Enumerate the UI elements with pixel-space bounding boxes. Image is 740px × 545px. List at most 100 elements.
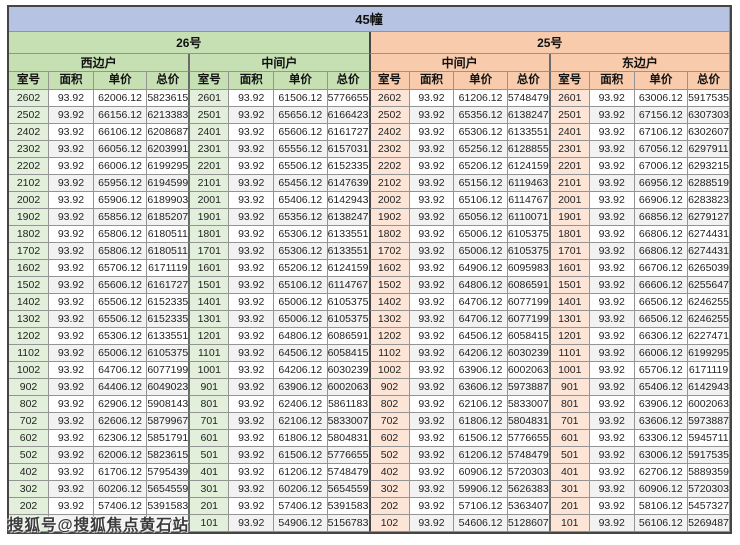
total-price-cell: 5861183 (327, 396, 370, 413)
total-price-cell: 6058415 (507, 328, 550, 345)
total-price-cell: 6265039 (688, 260, 730, 277)
area-cell: 93.92 (49, 396, 94, 413)
unit-price-cell: 64206.12 (454, 345, 508, 362)
area-cell: 93.92 (229, 515, 275, 532)
unit-price-cell: 60906.12 (454, 464, 508, 481)
total-price-cell: 5945711 (688, 430, 730, 447)
total-price-cell: 6166423 (327, 107, 370, 124)
room-cell: 2301 (548, 141, 590, 158)
column-header-3: 总价 (688, 72, 730, 90)
area-cell: 93.92 (49, 413, 94, 430)
room-cell: 802 (9, 396, 50, 413)
total-price-cell: 6138247 (327, 209, 370, 226)
unit-price-cell: 66506.12 (634, 294, 689, 311)
room-cell: 2302 (368, 141, 410, 158)
total-price-cell: 6077199 (507, 311, 550, 328)
total-price-cell: 6213383 (147, 107, 190, 124)
room-cell: 2001 (188, 192, 230, 209)
unit-price-cell: 62006.12 (93, 447, 148, 464)
area-cell: 93.92 (409, 260, 455, 277)
total-price-cell: 5917535 (688, 90, 730, 107)
unit-price-cell: 65106.12 (274, 277, 328, 294)
area-cell: 93.92 (49, 294, 94, 311)
sohu-watermark: 搜狐号@搜狐焦点黄石站 (8, 517, 190, 534)
area-cell: 93.92 (229, 260, 275, 277)
room-cell: 1001 (548, 362, 590, 379)
room-cell: 402 (9, 464, 50, 481)
room-cell: 1501 (188, 277, 230, 294)
total-price-cell: 6189903 (147, 192, 190, 209)
total-price-cell: 5804831 (507, 413, 550, 430)
unit-price-cell: 65306.12 (274, 226, 328, 243)
room-cell (9, 515, 50, 532)
room-cell: 1501 (548, 277, 590, 294)
room-cell: 1702 (368, 243, 410, 260)
unit-header-26-west: 西边户 (9, 54, 190, 72)
area-cell: 93.92 (229, 209, 275, 226)
unit-price-cell: 61206.12 (454, 447, 508, 464)
unit-price-cell: 61806.12 (274, 430, 328, 447)
unit-price-cell: 65706.12 (634, 362, 689, 379)
area-cell: 93.92 (589, 430, 635, 447)
unit-price-cell: 63606.12 (634, 413, 689, 430)
unit-price-cell: 61506.12 (274, 447, 328, 464)
room-cell: 401 (188, 464, 230, 481)
area-cell: 93.92 (229, 243, 275, 260)
room-cell: 602 (9, 430, 50, 447)
total-price-cell: 5626383 (507, 481, 550, 498)
area-cell: 93.92 (229, 90, 275, 107)
area-cell: 93.92 (409, 277, 455, 294)
unit-price-cell: 64706.12 (454, 294, 508, 311)
room-cell: 2102 (368, 175, 410, 192)
room-cell: 2201 (188, 158, 230, 175)
total-price-cell: 6152335 (327, 158, 370, 175)
area-cell: 93.92 (589, 175, 635, 192)
unit-price-cell: 63906.12 (454, 362, 508, 379)
area-cell: 93.92 (589, 481, 635, 498)
area-cell: 93.92 (409, 124, 455, 141)
area-cell: 93.92 (49, 158, 94, 175)
area-cell: 93.92 (589, 226, 635, 243)
total-price-cell: 6086591 (507, 277, 550, 294)
area-cell: 93.92 (229, 447, 275, 464)
total-price-cell: 6049023 (147, 379, 190, 396)
room-cell: 2102 (9, 175, 50, 192)
unit-price-cell: 65406.12 (634, 379, 689, 396)
area-cell: 93.92 (589, 277, 635, 294)
total-price-cell: 6302607 (688, 124, 730, 141)
area-cell: 93.92 (49, 464, 94, 481)
total-price-cell: 6002063 (327, 379, 370, 396)
unit-price-cell: 61206.12 (274, 464, 328, 481)
area-cell: 93.92 (589, 515, 635, 532)
total-price-cell: 5973887 (507, 379, 550, 396)
total-price-cell: 6161727 (147, 277, 190, 294)
unit-price-cell: 65306.12 (454, 124, 508, 141)
room-cell: 2401 (548, 124, 590, 141)
unit-price-cell: 65906.12 (93, 192, 148, 209)
table-title: 45幢 (9, 7, 730, 32)
unit-price-cell: 64706.12 (93, 362, 148, 379)
room-cell: 1502 (9, 277, 50, 294)
room-cell: 1801 (548, 226, 590, 243)
total-price-cell: 6114767 (507, 192, 550, 209)
unit-price-cell: 66906.12 (634, 192, 689, 209)
column-header-0: 室号 (188, 72, 230, 90)
room-cell: 1602 (9, 260, 50, 277)
room-cell: 1401 (188, 294, 230, 311)
room-cell: 1101 (548, 345, 590, 362)
building-26-header: 26号 (9, 32, 370, 54)
room-cell: 901 (548, 379, 590, 396)
area-cell: 93.92 (589, 158, 635, 175)
area-cell: 93.92 (229, 396, 275, 413)
area-cell: 93.92 (49, 243, 94, 260)
area-cell: 93.92 (229, 311, 275, 328)
unit-price-cell: 60906.12 (634, 481, 689, 498)
unit-price-cell: 67056.12 (634, 141, 689, 158)
unit-price-cell: 66806.12 (634, 226, 689, 243)
unit-price-cell: 67106.12 (634, 124, 689, 141)
total-price-cell: 6157031 (327, 141, 370, 158)
unit-price-cell: 62906.12 (93, 396, 148, 413)
area-cell: 93.92 (229, 362, 275, 379)
unit-price-cell: 62606.12 (93, 413, 148, 430)
unit-price-cell: 63906.12 (274, 379, 328, 396)
